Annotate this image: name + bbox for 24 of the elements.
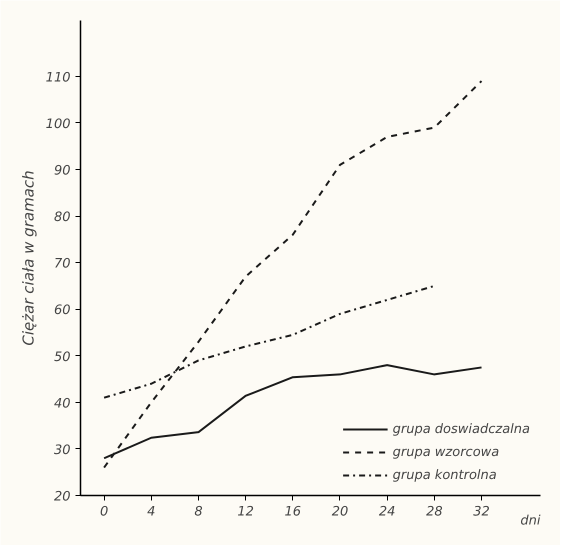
x-axis-title: dni [520,514,541,528]
x-tick-label: 12 [237,504,254,520]
y-tick-label: 100 [46,116,71,132]
y-tick-label: 30 [54,442,71,458]
y-tick-label: 80 [54,210,71,226]
y-tick-label: 40 [54,396,71,412]
y-tick-label: 70 [54,256,71,272]
y-tick-label: 60 [54,303,71,318]
x-tick-label: 24 [378,504,396,520]
x-tick-label: 20 [332,504,348,520]
x-tick-label: 0 [100,504,108,520]
y-tick-label: 50 [54,350,71,365]
y-tick-label: 20 [54,490,71,504]
y-tick-label: 90 [54,164,71,179]
x-tick-label: 8 [194,504,203,520]
legend-label: grupa kontrolna [392,468,497,482]
x-tick-label: 4 [147,504,156,520]
x-tick-label: 32 [473,504,490,520]
legend-label: grupa doswiadczalna [392,422,530,436]
x-tick-label: 16 [284,504,302,520]
y-tick-label: 110 [46,70,71,86]
x-tick-label: 28 [426,504,443,520]
legend-label: grupa wzorcowa [392,444,500,460]
y-axis-title: Ciężar ciała w gramach [20,170,38,346]
